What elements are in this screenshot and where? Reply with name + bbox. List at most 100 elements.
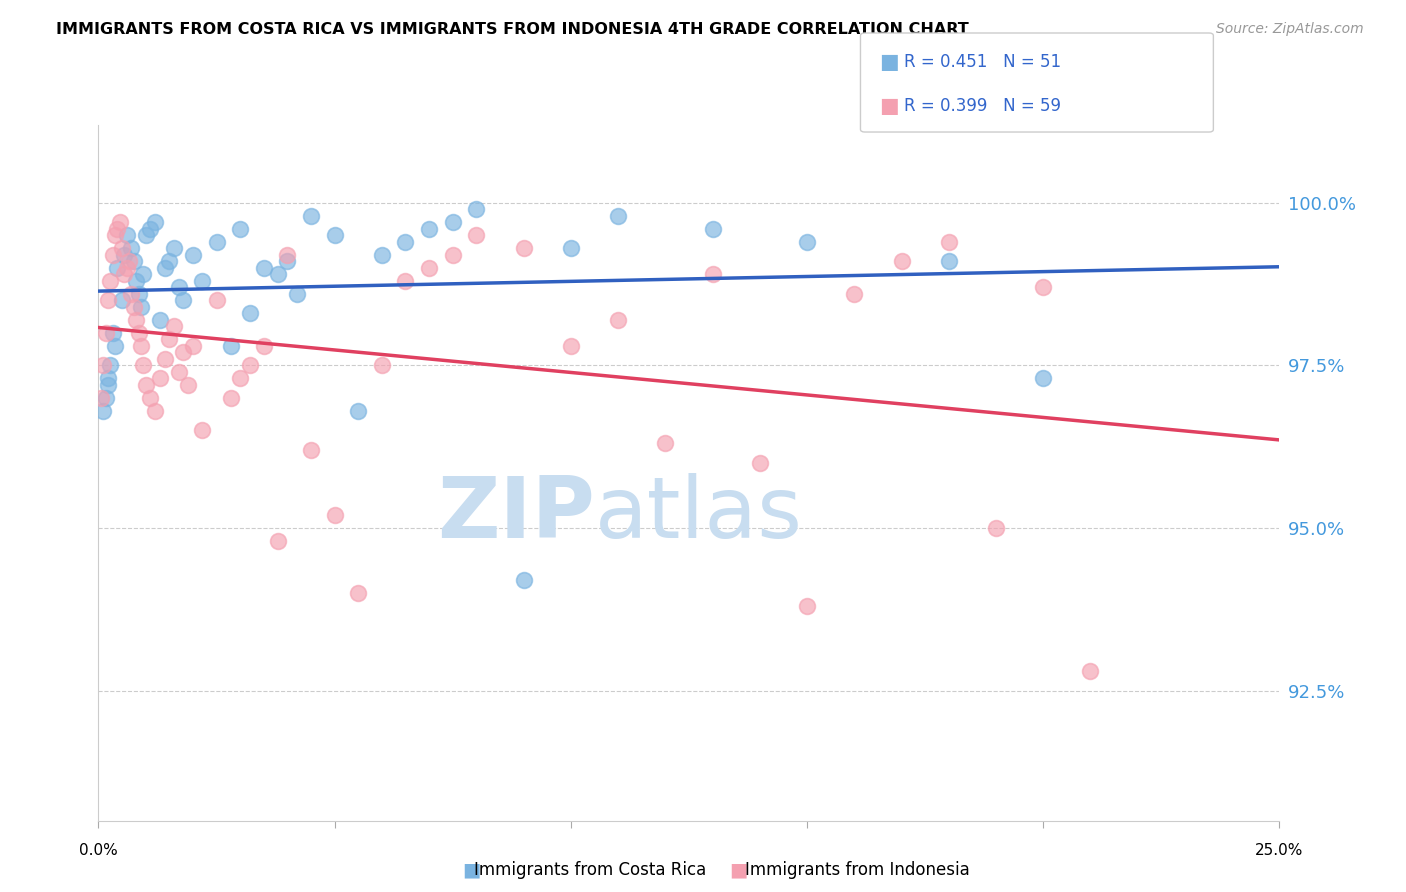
Point [172, 345, 194, 359]
Point [94, 391, 117, 405]
Point [394, 235, 416, 249]
Point [299, 209, 322, 223]
Point [101, 326, 124, 340]
Text: atlas: atlas [595, 473, 803, 556]
Point [177, 378, 200, 392]
Point [560, 242, 582, 256]
Point [149, 313, 172, 327]
Point [465, 202, 488, 217]
Point [111, 242, 134, 256]
Point [135, 228, 157, 243]
Point [748, 456, 770, 470]
Point [153, 351, 176, 366]
Point [91, 359, 114, 373]
Point [276, 248, 298, 262]
Point [607, 313, 630, 327]
Point [181, 248, 204, 262]
Point [1032, 371, 1054, 385]
Point [143, 404, 166, 418]
Point [654, 436, 676, 450]
Point [98, 359, 121, 373]
Point [938, 254, 960, 268]
Point [239, 359, 262, 373]
Point [157, 254, 180, 268]
Point [560, 339, 582, 353]
Point [371, 248, 394, 262]
Point [702, 222, 724, 236]
Point [115, 260, 138, 275]
Point [97, 293, 120, 308]
Point [323, 508, 346, 522]
Text: R = 0.451   N = 51: R = 0.451 N = 51 [904, 53, 1062, 70]
Point [239, 306, 262, 320]
Point [191, 274, 214, 288]
Point [105, 260, 128, 275]
Point [253, 260, 276, 275]
Point [94, 326, 117, 340]
Point [139, 222, 162, 236]
Point [121, 242, 143, 256]
Point [128, 287, 150, 301]
Point [1032, 280, 1054, 294]
Point [163, 242, 186, 256]
Text: R = 0.399   N = 59: R = 0.399 N = 59 [904, 97, 1062, 115]
Text: ZIP: ZIP [437, 473, 595, 556]
Point [115, 228, 138, 243]
Point [796, 235, 818, 249]
Point [129, 300, 152, 314]
Point [97, 371, 120, 385]
Point [98, 274, 121, 288]
Point [371, 359, 394, 373]
Point [90, 391, 112, 405]
Text: Source: ZipAtlas.com: Source: ZipAtlas.com [1216, 22, 1364, 37]
Text: ■: ■ [461, 860, 481, 880]
Text: ■: ■ [879, 52, 898, 72]
Point [418, 222, 440, 236]
Point [205, 293, 228, 308]
Point [441, 215, 464, 229]
Point [323, 228, 346, 243]
Point [118, 254, 141, 268]
Point [229, 371, 252, 385]
Point [132, 359, 155, 373]
Point [229, 222, 252, 236]
Point [890, 254, 912, 268]
Point [121, 287, 143, 301]
Point [132, 268, 155, 282]
Point [702, 268, 724, 282]
Point [1080, 664, 1102, 678]
Point [91, 404, 114, 418]
Text: Immigrants from Costa Rica: Immigrants from Costa Rica [474, 861, 707, 879]
Point [153, 260, 176, 275]
Point [167, 280, 190, 294]
Point [143, 215, 166, 229]
Point [122, 254, 145, 268]
Point [512, 242, 534, 256]
Text: 25.0%: 25.0% [1256, 843, 1303, 858]
Point [104, 339, 127, 353]
Point [347, 586, 370, 600]
Point [465, 228, 488, 243]
Point [125, 313, 148, 327]
Point [112, 268, 135, 282]
Point [191, 424, 214, 438]
Point [108, 215, 131, 229]
Point [394, 274, 416, 288]
Point [172, 293, 194, 308]
Point [139, 391, 162, 405]
Point [267, 534, 290, 549]
Point [163, 319, 186, 334]
Text: ■: ■ [728, 860, 748, 880]
Point [111, 293, 134, 308]
Point [267, 268, 290, 282]
Point [104, 228, 127, 243]
Point [796, 599, 818, 613]
Point [112, 248, 135, 262]
Text: Immigrants from Indonesia: Immigrants from Indonesia [745, 861, 970, 879]
Point [219, 391, 242, 405]
Point [149, 371, 172, 385]
Point [129, 339, 152, 353]
Point [105, 222, 128, 236]
Point [347, 404, 370, 418]
Point [219, 339, 242, 353]
